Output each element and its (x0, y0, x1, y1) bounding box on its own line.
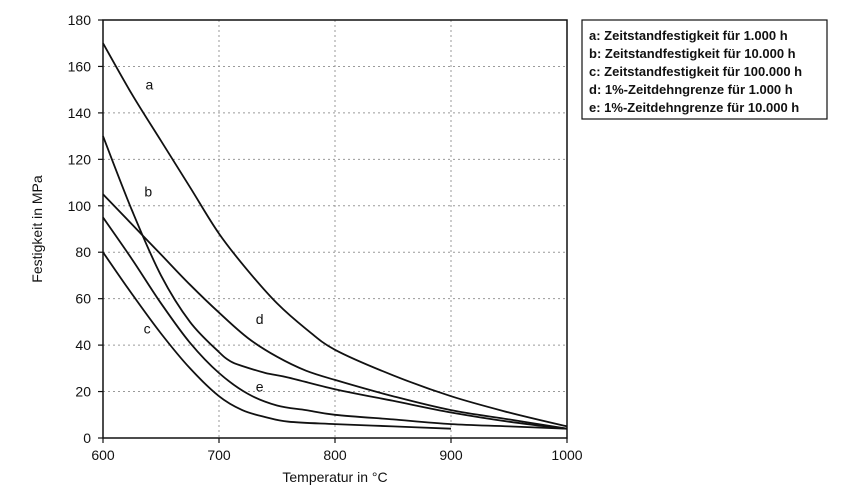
y-tick-label-100: 100 (68, 198, 92, 214)
legend-entry-a: a: Zeitstandfestigkeit für 1.000 h (589, 28, 788, 43)
y-tick-label-140: 140 (68, 105, 92, 121)
legend-entry-d: d: 1%-Zeitdehngrenze für 1.000 h (589, 82, 793, 97)
x-tick-label-800: 800 (323, 447, 347, 463)
y-tick-label-0: 0 (83, 430, 91, 446)
x-tick-label-700: 700 (207, 447, 231, 463)
series-line-a (102, 42, 568, 428)
y-tick-label-160: 160 (68, 58, 92, 74)
series-label-b: b (144, 183, 152, 199)
y-tick-label-180: 180 (68, 12, 92, 28)
x-tick-label-600: 600 (91, 447, 115, 463)
y-tick-label-40: 40 (75, 337, 91, 353)
series-label-d: d (256, 311, 264, 327)
y-axis-title: Festigkeit in MPa (29, 175, 45, 283)
y-tick-label-20: 20 (75, 384, 91, 400)
series-label-e: e (256, 379, 264, 395)
grid-lines (103, 20, 567, 438)
x-axis-title: Temperatur in °C (282, 469, 387, 485)
legend: a: Zeitstandfestigkeit für 1.000 h b: Ze… (581, 19, 828, 120)
series-line-e (102, 216, 568, 430)
series-line-d (102, 193, 568, 430)
axis-ticks: 600 700 800 900 1000 0 20 40 60 80 100 120 140 160 180 (68, 12, 583, 463)
x-tick-label-1000: 1000 (551, 447, 582, 463)
legend-box (581, 19, 828, 120)
y-tick-label-80: 80 (75, 244, 91, 260)
y-tick-label-60: 60 (75, 291, 91, 307)
legend-entry-c: c: Zeitstandfestigkeit für 100.000 h (589, 64, 802, 79)
x-tick-label-900: 900 (439, 447, 463, 463)
series-lines: a b c d e (102, 42, 568, 430)
series-label-a: a (146, 77, 154, 93)
series-line-c (102, 251, 452, 430)
y-tick-label-120: 120 (68, 151, 92, 167)
series-label-c: c (144, 321, 151, 337)
series-line-b (102, 135, 568, 430)
legend-entry-e: e: 1%-Zeitdehngrenze für 10.000 h (589, 100, 799, 115)
legend-entry-b: b: Zeitstandfestigkeit für 10.000 h (589, 46, 796, 61)
